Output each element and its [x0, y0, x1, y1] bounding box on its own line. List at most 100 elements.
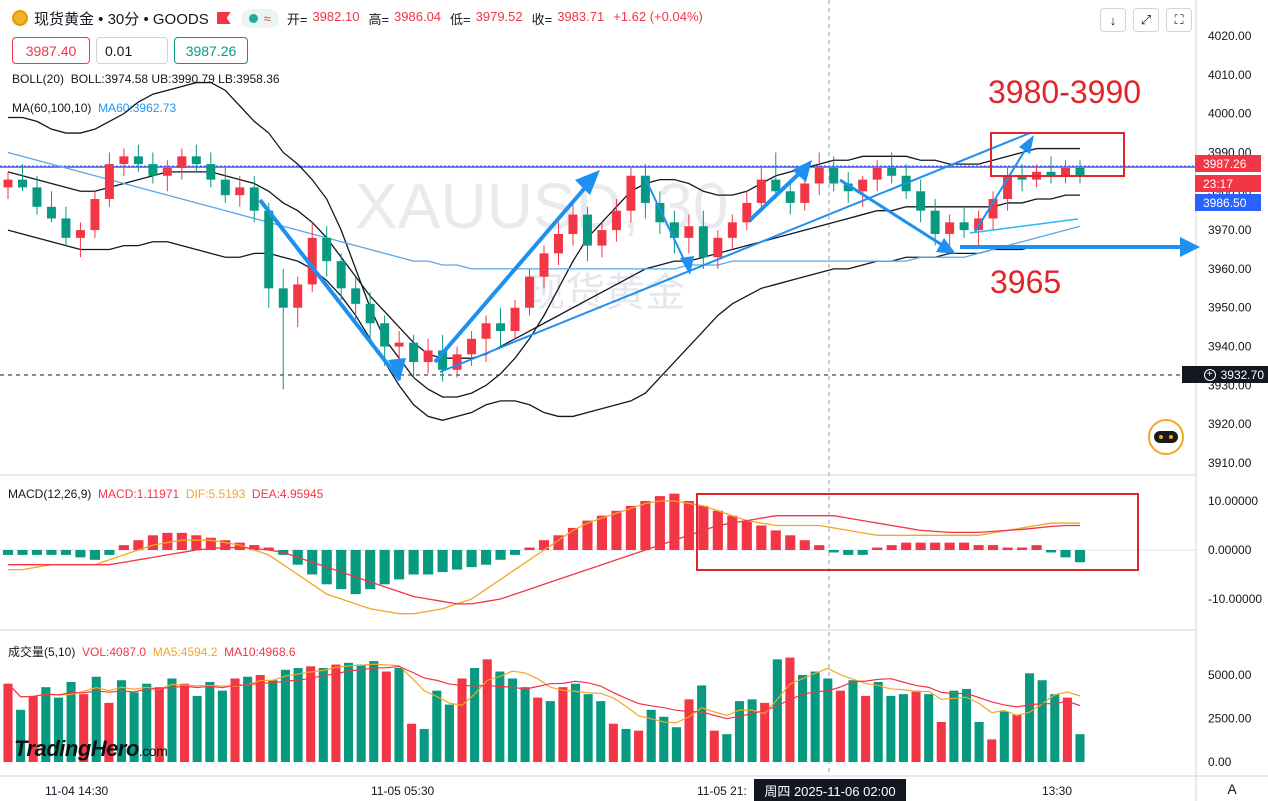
macd-hist-bar — [727, 515, 738, 550]
volume-bar — [457, 678, 467, 762]
volume-legend[interactable]: 成交量(5,10) VOL:4087.0 MA5:4594.2 MA10:496… — [8, 643, 296, 660]
target-label: 3980-3990 — [988, 74, 1141, 110]
volume-bar — [1050, 694, 1060, 762]
volume-bar — [634, 730, 644, 762]
volume-bar — [785, 657, 795, 762]
volume-bar — [293, 668, 303, 762]
volume-bar — [306, 666, 316, 762]
brand-name: TradingHero — [14, 736, 139, 761]
auto-scale-button[interactable]: A — [1227, 781, 1237, 797]
volume-bar — [646, 709, 656, 762]
macd-hist-bar — [31, 550, 43, 555]
candle-body — [525, 276, 535, 308]
market-status-pill[interactable]: ≈ — [240, 8, 279, 28]
crosshair-price-value: 3932.70 — [1220, 367, 1264, 382]
volume-bar — [217, 690, 227, 762]
candle-body — [235, 187, 245, 196]
boll-legend[interactable]: BOLL(20) BOLL:3974.58 UB:3990.79 LB:3958… — [12, 72, 280, 86]
wave-icon: ≈ — [263, 10, 271, 26]
flag-icon[interactable] — [216, 12, 231, 24]
volume-bar — [394, 668, 404, 762]
macd-legend[interactable]: MACD(12,26,9) MACD:1.11971 DIF:5.5193 DE… — [8, 487, 323, 501]
volume-bar — [356, 664, 366, 762]
price-tick-label: 3950.00 — [1208, 301, 1252, 315]
candle-body — [365, 303, 375, 324]
buy-button[interactable]: 3987.26 — [174, 37, 248, 64]
boll-name: BOLL(20) — [12, 72, 65, 86]
x-label-2: 11-05 05:30 — [371, 784, 434, 798]
price-tick-label: 4000.00 — [1208, 107, 1252, 121]
expand-button[interactable]: ⤢ — [1133, 8, 1159, 32]
candle-body — [17, 179, 27, 188]
add-alert-icon[interactable]: + — [1203, 368, 1216, 381]
candle-body — [858, 179, 868, 192]
volume-axis[interactable]: 5000.00 2500.00 0.00 — [1208, 668, 1252, 769]
up-arrow-1 — [433, 180, 592, 364]
macd-hist-bar — [654, 496, 665, 550]
candle-body — [988, 199, 998, 219]
candle-body — [1075, 167, 1085, 176]
price-axis[interactable]: 4020.004010.004000.003990.003980.003970.… — [1208, 29, 1252, 470]
volume-bar — [419, 728, 429, 762]
volume-bar — [999, 711, 1009, 762]
down-arrow-1 — [258, 198, 402, 382]
volume-bar — [596, 701, 606, 762]
candle-body — [104, 164, 114, 200]
macd-hist-bar — [611, 510, 622, 550]
macd-axis[interactable]: 10.00000 0.00000 -10.00000 — [1208, 494, 1262, 606]
x-label-4: 13:30 — [1042, 784, 1072, 798]
alert-bot-icon[interactable] — [1148, 419, 1184, 455]
volume-bar — [810, 671, 820, 762]
candle-body — [191, 156, 201, 165]
candle-body — [423, 350, 433, 363]
macd-hist-bar — [973, 545, 984, 550]
candle-body — [32, 187, 42, 207]
ma-legend[interactable]: MA(60,100,10) MA60:3962.73 — [12, 101, 176, 115]
candle-body — [220, 179, 230, 196]
macd-hist-bar — [205, 537, 216, 550]
candle-body — [756, 179, 766, 203]
candle-body — [959, 222, 969, 231]
candle-body — [698, 226, 708, 258]
volume-bar — [432, 690, 442, 762]
rising-trendline — [439, 132, 1031, 373]
ohlc-values: 开= 3982.10 高= 3986.04 低= 3979.52 收= 3983.71 … — [287, 9, 707, 28]
symbol-title[interactable]: 现货黄金 • 30分 • GOODS — [34, 10, 209, 28]
volume-bar — [331, 664, 341, 762]
volume-bar — [835, 690, 845, 762]
down-arrow-1-head — [388, 358, 406, 380]
macd-hist-bar — [741, 520, 752, 550]
fullscreen-button[interactable]: ⛶ — [1166, 8, 1192, 32]
macd-hist-bar — [336, 550, 347, 590]
candle-body — [611, 210, 621, 231]
candle-body — [206, 164, 216, 180]
macd-hist-bar — [596, 515, 608, 550]
analysis-drawings[interactable] — [258, 132, 1200, 382]
volume-bar — [961, 688, 972, 762]
macd-hist-bar — [452, 550, 463, 570]
macd-name: MACD(12,26,9) — [8, 487, 92, 501]
candle-body — [380, 323, 390, 347]
watermark-symbol: XAUUSD, 30 — [355, 170, 728, 242]
candle-body — [162, 167, 172, 176]
fullscreen-icon: ⛶ — [1174, 12, 1184, 27]
sell-button[interactable]: 3987.40 — [12, 37, 90, 64]
down-arrow-2 — [644, 177, 689, 269]
volume-bar — [924, 694, 934, 762]
candle-body — [307, 237, 317, 285]
ma-short-extension — [969, 218, 1079, 234]
dif-value: DIF:5.5193 — [185, 487, 246, 501]
macd-lines — [8, 500, 1080, 615]
quantity-input[interactable]: 0.01 — [96, 37, 168, 64]
dea-value: DEA:4.95945 — [251, 487, 324, 501]
collapse-button[interactable]: ↓ — [1100, 8, 1126, 32]
volume-bar — [91, 676, 101, 762]
volume-bar — [621, 728, 631, 762]
candle-body — [568, 214, 578, 234]
target-zone-box[interactable] — [990, 132, 1125, 177]
macd-highlight-box[interactable] — [696, 493, 1139, 571]
volume-bar — [154, 687, 164, 762]
macd-hist-bar — [249, 545, 260, 550]
